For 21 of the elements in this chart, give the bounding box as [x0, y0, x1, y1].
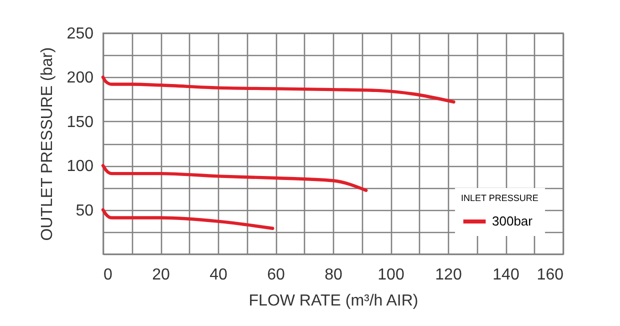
line-series	[101, 164, 368, 192]
x-tick-label: 160	[536, 266, 564, 284]
legend-label: 300bar	[492, 214, 534, 228]
y-axis-title: OUTLET PRESSURE (bar)	[38, 47, 56, 241]
x-tick-label: 40	[210, 266, 228, 284]
y-tick-label: 200	[66, 70, 94, 87]
x-tick-label: 0	[104, 266, 112, 284]
line-series	[101, 76, 456, 104]
line-series	[101, 208, 274, 230]
legend-title: INLET PRESSURE	[461, 193, 538, 203]
x-tick-label: 80	[324, 266, 342, 284]
y-tick-label: 150	[66, 114, 94, 131]
x-axis-title: FLOW RATE (m³/h AIR)	[248, 292, 418, 310]
x-tick-label: 60	[267, 266, 285, 284]
x-tick-label: 20	[152, 266, 170, 284]
y-tick-label: 100	[66, 158, 94, 176]
x-tick-label: 100	[378, 266, 404, 284]
x-tick-label: 140	[492, 266, 520, 284]
x-tick-label: 120	[435, 266, 462, 284]
y-tick-label: 50	[76, 202, 94, 220]
y-tick-label: 250	[66, 26, 94, 42]
